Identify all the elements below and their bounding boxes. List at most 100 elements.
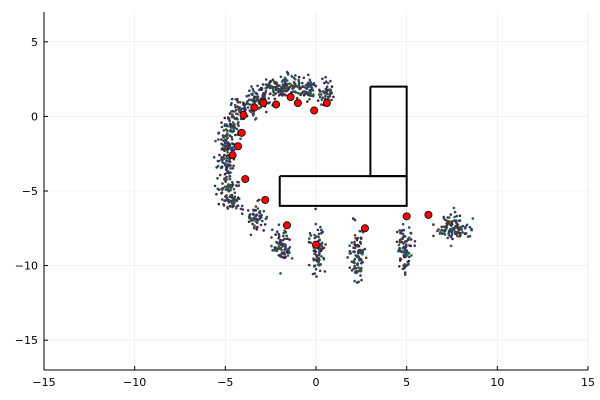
sample-point (285, 79, 289, 82)
sample-point (277, 232, 281, 236)
sample-point (234, 133, 237, 137)
sample-point (398, 239, 402, 242)
sample-point (220, 158, 223, 161)
sample-point (231, 113, 234, 116)
sample-point (360, 278, 363, 282)
sample-point (401, 222, 405, 226)
sample-point (309, 234, 313, 237)
sample-point (220, 156, 223, 159)
x-tick-label: −10 (123, 376, 146, 389)
waypoint-marker (239, 110, 248, 119)
sample-point (255, 228, 258, 231)
sample-point (264, 78, 268, 81)
sample-point (265, 216, 268, 220)
sample-point (353, 234, 357, 237)
sample-point (253, 225, 256, 229)
sample-point (450, 229, 454, 233)
sample-point (313, 252, 316, 256)
sample-point (225, 135, 229, 139)
sample-point (357, 280, 361, 284)
sample-point (320, 103, 323, 106)
sample-point (247, 94, 251, 97)
sample-point (229, 194, 232, 197)
sample-point (330, 98, 333, 102)
sample-point (217, 159, 221, 163)
sample-point (227, 189, 231, 193)
sample-point (321, 77, 324, 81)
sample-point (284, 89, 288, 93)
sample-point (360, 269, 363, 272)
obstacles (278, 85, 408, 207)
sample-point (360, 261, 363, 265)
sample-point (324, 243, 327, 246)
sample-point (244, 103, 247, 106)
sample-point (309, 92, 313, 95)
waypoint-marker (282, 221, 291, 230)
sample-point (286, 254, 290, 257)
sample-point (297, 75, 301, 79)
sample-point (284, 246, 288, 249)
sample-point (294, 78, 297, 81)
sample-point (446, 236, 450, 240)
sample-point (234, 108, 238, 112)
sample-point (309, 241, 313, 245)
sample-point (404, 240, 408, 243)
sample-point (225, 194, 228, 197)
sample-point (225, 178, 228, 181)
sample-point (232, 115, 235, 119)
sample-point (248, 98, 251, 101)
sample-point (302, 93, 306, 97)
sample-point (261, 83, 265, 86)
sample-point (322, 256, 325, 260)
sample-point (356, 236, 360, 240)
sample-point (307, 263, 311, 267)
sample-point (217, 138, 220, 141)
sample-point (279, 241, 283, 244)
sample-point (241, 107, 244, 111)
sample-point (250, 219, 253, 222)
sample-point (237, 197, 241, 201)
sample-point (399, 257, 403, 261)
sample-point (215, 192, 218, 196)
sample-point (282, 234, 285, 238)
sample-point (325, 85, 329, 88)
sample-point (317, 232, 321, 236)
sample-point (273, 97, 277, 101)
sample-point (236, 122, 239, 125)
sample-point (395, 230, 399, 234)
sample-point (308, 97, 311, 101)
sample-point (218, 153, 221, 157)
sample-point (318, 269, 322, 273)
waypoint-marker (360, 224, 369, 233)
sample-point (279, 255, 282, 258)
sample-point (448, 222, 451, 226)
sample-point (232, 164, 235, 168)
sample-point (326, 81, 330, 85)
sample-point (359, 274, 362, 277)
sample-point (311, 94, 315, 98)
sample-point (251, 99, 254, 102)
sample-point (246, 106, 250, 109)
sample-point (404, 243, 408, 246)
sample-point (356, 252, 360, 255)
sample-point (277, 254, 281, 257)
sample-point (350, 269, 354, 272)
sample-point (280, 88, 284, 91)
sample-point (290, 91, 293, 94)
sample-point (397, 243, 401, 247)
sample-point (216, 177, 219, 180)
waypoint-marker (259, 98, 268, 107)
sample-point (233, 191, 237, 195)
sample-point (332, 95, 335, 99)
sample-point (229, 167, 232, 170)
x-tick-label: 0 (313, 376, 320, 389)
sample-point (306, 100, 309, 103)
sample-point (319, 225, 322, 229)
sample-point (220, 125, 224, 129)
sample-point (317, 260, 320, 264)
sample-point (278, 247, 282, 251)
sample-point (286, 237, 289, 240)
sample-point (450, 231, 454, 235)
sample-point (229, 123, 233, 126)
